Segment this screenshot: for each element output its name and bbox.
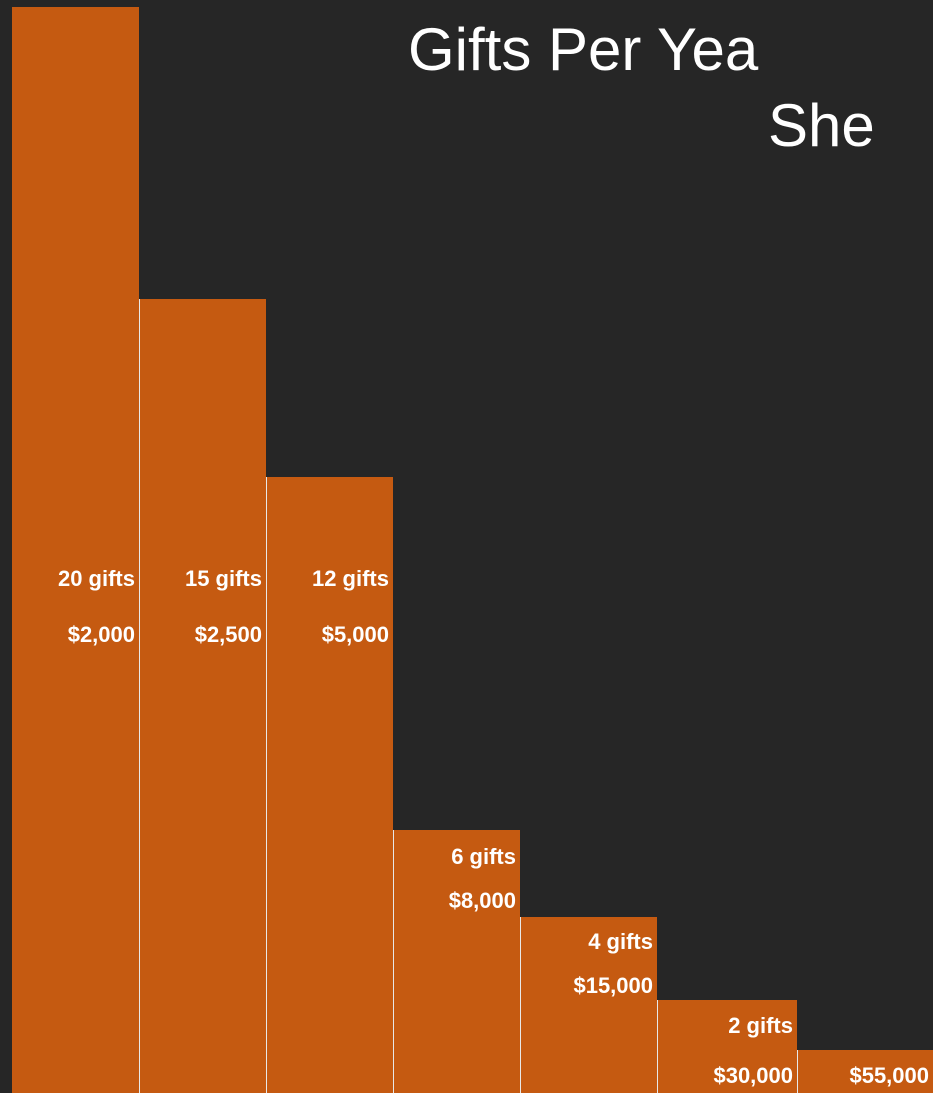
- step-bar: [12, 7, 139, 1093]
- gift-amount: $2,000: [67, 622, 135, 647]
- gift-amount: $2,500: [194, 622, 262, 647]
- step-bar: [393, 830, 520, 1093]
- step-bar: [797, 1050, 933, 1093]
- title-line: Gifts Per Yea: [408, 16, 759, 83]
- gift-amount: $15,000: [573, 973, 653, 998]
- title-line: She: [768, 92, 875, 159]
- gift-count: 12 gifts: [311, 566, 389, 591]
- gift-amount: $5,000: [321, 622, 389, 647]
- step-bar: [520, 917, 657, 1093]
- gift-amount: $55,000: [849, 1063, 929, 1088]
- gift-count: 4 gifts: [588, 929, 653, 954]
- step-bar: [657, 1000, 797, 1093]
- step-bar: [139, 299, 266, 1093]
- gift-count: 2 gifts: [728, 1013, 793, 1038]
- gift-amount: $8,000: [448, 888, 516, 913]
- gift-count: 15 gifts: [184, 566, 262, 591]
- step-bar: [266, 477, 393, 1093]
- gift-count: 6 gifts: [451, 844, 516, 869]
- gift-amount: $30,000: [713, 1063, 793, 1088]
- gift-count: 20 gifts: [57, 566, 135, 591]
